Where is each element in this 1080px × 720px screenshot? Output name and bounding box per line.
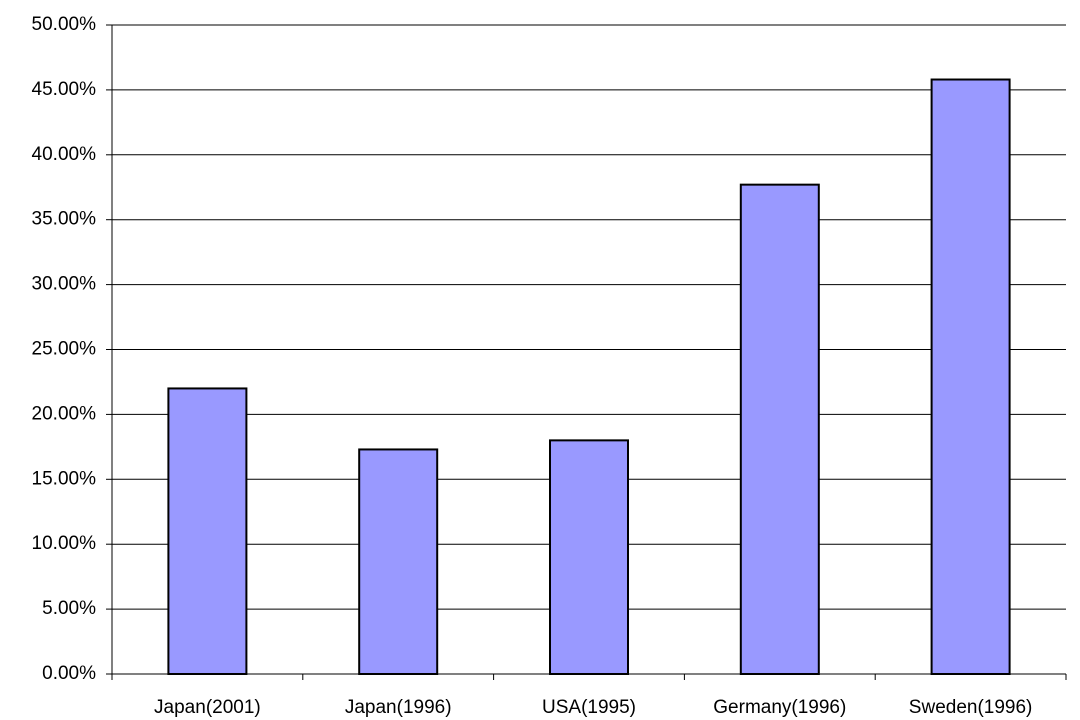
bar xyxy=(930,78,1011,676)
y-tick-label: 30.00% xyxy=(32,274,97,295)
x-tick-label: USA(1995) xyxy=(542,697,636,718)
y-tick-label: 20.00% xyxy=(32,403,97,424)
y-tick-label: 10.00% xyxy=(32,533,97,554)
y-tick-label: 0.00% xyxy=(42,663,96,684)
y-tick-label: 35.00% xyxy=(32,209,97,230)
y-tick-label: 45.00% xyxy=(32,79,97,100)
bar xyxy=(549,439,629,675)
y-tick-label: 50.00% xyxy=(32,14,97,35)
y-tick-label: 5.00% xyxy=(42,598,96,619)
x-tick-label: Germany(1996) xyxy=(713,697,846,718)
y-tick-label: 25.00% xyxy=(32,339,97,360)
x-tick-label: Sweden(1996) xyxy=(909,697,1033,718)
bar xyxy=(167,387,248,675)
y-tick-label: 40.00% xyxy=(32,144,97,165)
x-tick-label: Japan(1996) xyxy=(345,697,452,718)
bar xyxy=(739,183,820,676)
x-tick-label: Japan(2001) xyxy=(154,697,261,718)
y-tick-label: 15.00% xyxy=(32,468,97,489)
bar xyxy=(358,448,439,676)
